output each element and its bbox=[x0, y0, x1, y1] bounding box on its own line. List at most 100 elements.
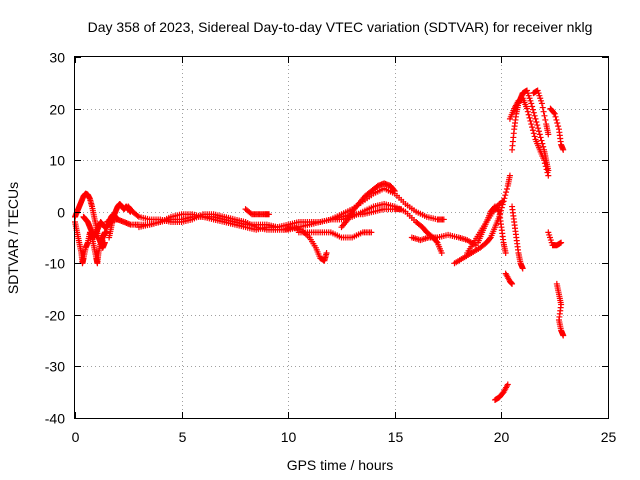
y-tick-label: -20 bbox=[45, 308, 65, 324]
data-point bbox=[502, 249, 509, 256]
data-point bbox=[542, 163, 549, 170]
series-arc-20 bbox=[509, 203, 526, 272]
data-point bbox=[498, 204, 505, 211]
data-point bbox=[440, 216, 447, 223]
data-point bbox=[503, 186, 510, 193]
data-point bbox=[534, 122, 541, 129]
data-point bbox=[560, 332, 567, 339]
data-point bbox=[551, 110, 558, 117]
data-point bbox=[530, 109, 537, 116]
y-tick-label: -40 bbox=[45, 411, 65, 427]
series-arc-25 bbox=[545, 229, 565, 249]
data-point bbox=[531, 112, 538, 119]
data-point bbox=[501, 195, 508, 202]
data-point bbox=[519, 265, 526, 272]
data-point bbox=[536, 131, 543, 138]
data-point bbox=[552, 113, 559, 120]
data-point bbox=[545, 172, 552, 179]
series-arc-19 bbox=[492, 381, 511, 403]
x-axis-label: GPS time / hours bbox=[287, 457, 394, 473]
series-arc-7 bbox=[135, 211, 281, 233]
data-point bbox=[103, 229, 110, 236]
data-point bbox=[433, 238, 440, 245]
data-point bbox=[438, 249, 445, 256]
data-point bbox=[538, 100, 545, 107]
x-tick-label: 5 bbox=[179, 429, 187, 445]
chart-title: Day 358 of 2023, Sidereal Day-to-day VTE… bbox=[88, 19, 593, 35]
data-point bbox=[486, 235, 493, 242]
data-point bbox=[529, 127, 536, 134]
data-point bbox=[553, 116, 560, 123]
series-arc-13 bbox=[338, 180, 398, 231]
data-point bbox=[503, 189, 510, 196]
data-point bbox=[525, 111, 532, 118]
data-point bbox=[530, 130, 537, 137]
data-point bbox=[506, 172, 513, 179]
data-point bbox=[524, 108, 531, 115]
data-point bbox=[540, 108, 547, 115]
data-point bbox=[509, 280, 516, 287]
x-tick-label: 0 bbox=[72, 429, 80, 445]
data-point bbox=[368, 229, 375, 236]
x-tick-label: 10 bbox=[281, 429, 297, 445]
y-tick-label: 0 bbox=[57, 205, 65, 221]
data-point bbox=[529, 106, 536, 113]
data-marks bbox=[72, 87, 567, 403]
data-point bbox=[554, 120, 561, 127]
data-point bbox=[540, 143, 547, 150]
series-arc-24 bbox=[547, 105, 567, 153]
data-point bbox=[495, 207, 502, 214]
data-point bbox=[541, 157, 548, 164]
plot-frame bbox=[74, 56, 609, 419]
x-tick-label: 20 bbox=[494, 429, 510, 445]
series-arc-17 bbox=[474, 203, 509, 256]
data-point bbox=[390, 187, 397, 194]
data-point bbox=[266, 211, 273, 218]
data-point bbox=[560, 146, 567, 153]
series-arc-2 bbox=[72, 219, 110, 267]
data-point bbox=[541, 160, 548, 167]
data-point bbox=[529, 103, 536, 110]
series-arc-26 bbox=[553, 280, 567, 339]
grid bbox=[75, 57, 608, 418]
series-arc-10 bbox=[295, 229, 375, 241]
data-point bbox=[558, 239, 565, 246]
data-point bbox=[274, 224, 281, 231]
y-tick-label: -30 bbox=[45, 359, 65, 375]
data-point bbox=[523, 105, 530, 112]
series-arc-22 bbox=[506, 95, 552, 179]
data-point bbox=[531, 133, 538, 140]
data-point bbox=[542, 116, 549, 123]
y-tick-label: 30 bbox=[49, 50, 65, 66]
data-point bbox=[532, 115, 539, 122]
data-point bbox=[539, 140, 546, 147]
series-arc-23 bbox=[530, 87, 552, 138]
data-point bbox=[537, 134, 544, 141]
y-tick-label: 20 bbox=[49, 102, 65, 118]
y-tick-label: -10 bbox=[45, 256, 65, 272]
data-point bbox=[544, 169, 551, 176]
data-point bbox=[500, 198, 507, 205]
data-point bbox=[545, 131, 552, 138]
data-point bbox=[504, 381, 511, 388]
x-tick-label: 25 bbox=[601, 429, 617, 445]
data-point bbox=[528, 121, 535, 128]
data-point bbox=[538, 137, 545, 144]
axis-ticks: 0 5 10 15 20 25 -40 -30 -20 -10 0 10 20 30 bbox=[45, 50, 617, 446]
data-point bbox=[323, 249, 330, 256]
series-arc-15 bbox=[451, 172, 513, 267]
data-point bbox=[555, 123, 562, 130]
data-point bbox=[541, 112, 548, 119]
y-tick-label: 10 bbox=[49, 153, 65, 169]
data-point bbox=[134, 212, 141, 219]
x-tick-label: 15 bbox=[388, 429, 404, 445]
data-point bbox=[502, 192, 509, 199]
series-arc-8 bbox=[242, 206, 273, 218]
data-point bbox=[535, 128, 542, 135]
data-point bbox=[543, 166, 550, 173]
y-axis-label: SDTVAR / TECUs bbox=[5, 182, 21, 294]
data-point bbox=[550, 109, 557, 116]
data-point bbox=[535, 125, 542, 132]
data-point bbox=[539, 104, 546, 111]
